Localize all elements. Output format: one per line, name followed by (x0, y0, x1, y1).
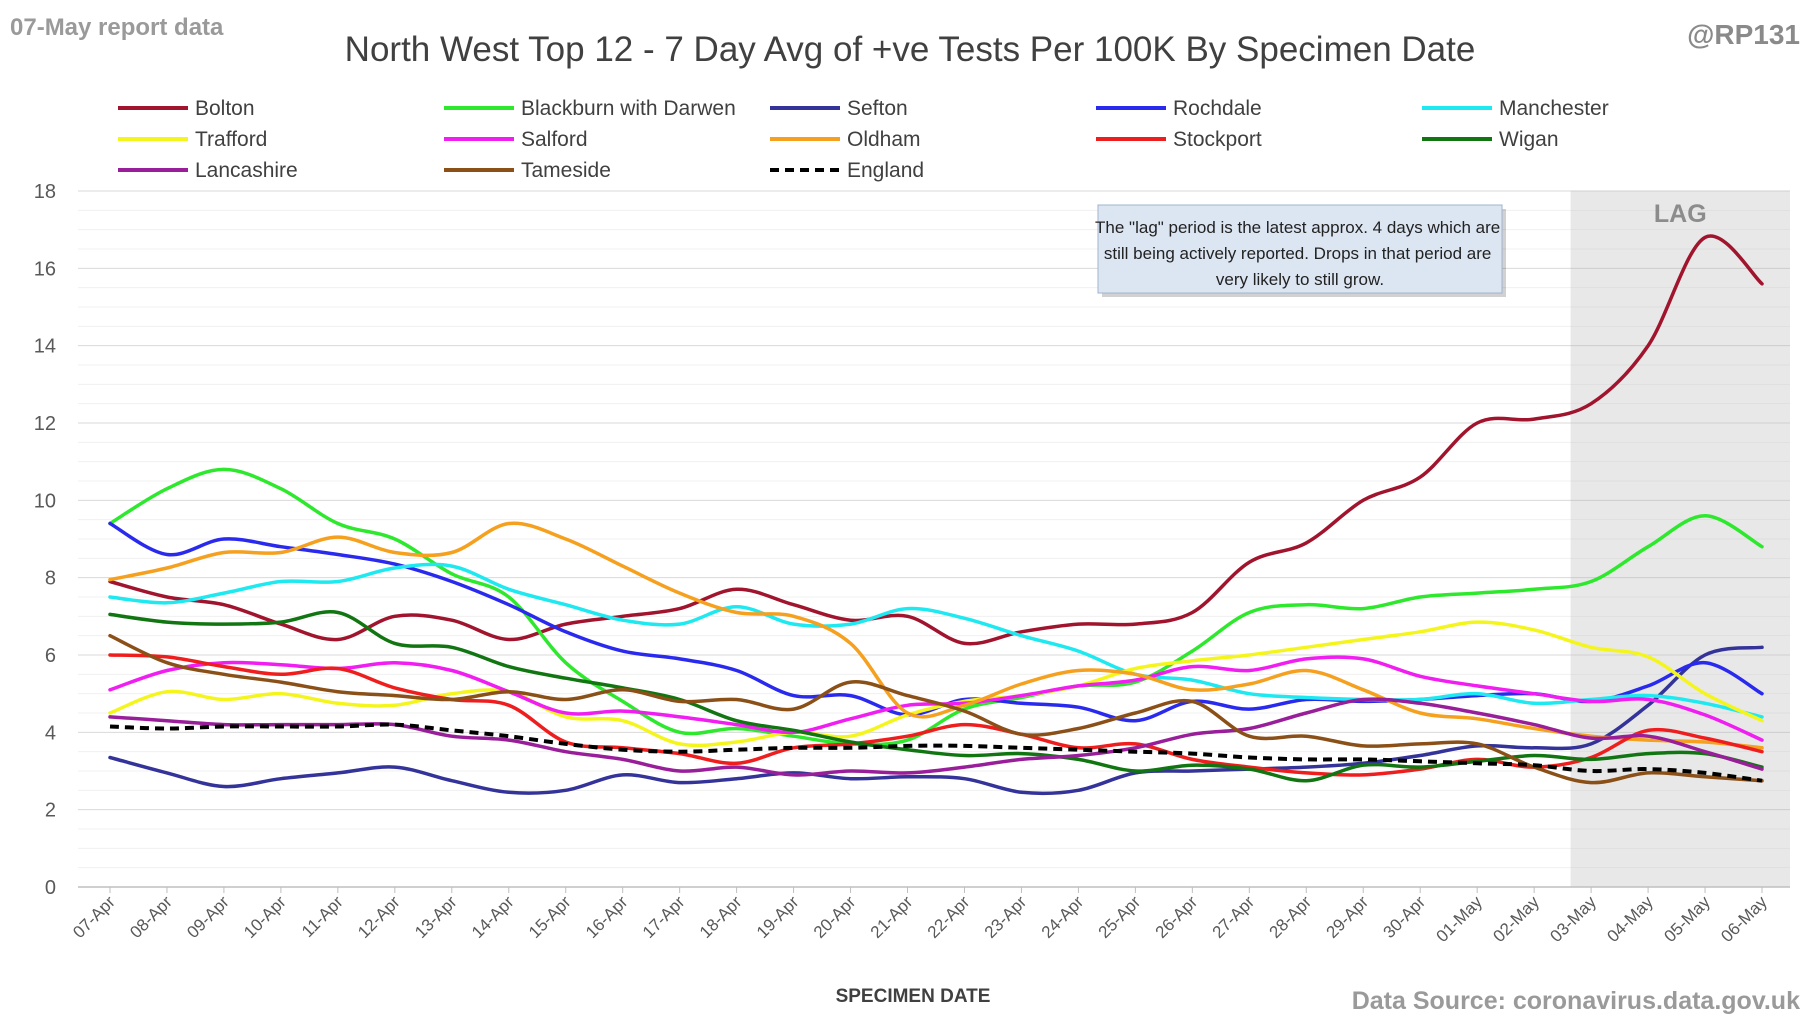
x-axis-title: SPECIMEN DATE (836, 986, 991, 1007)
legend-label-manchester: Manchester (1499, 97, 1609, 120)
legend-label-stockport: Stockport (1173, 128, 1262, 151)
y-tick-label: 18 (34, 181, 56, 203)
lag-note-box (1097, 204, 1503, 294)
y-tick-label: 12 (34, 413, 56, 435)
chart-title: North West Top 12 - 7 Day Avg of +ve Tes… (345, 30, 1476, 69)
y-tick-label: 4 (45, 722, 56, 744)
report-tag: 07-May report data (10, 14, 224, 41)
series-line-trafford (108, 620, 1764, 748)
lag-note-line: very likely to still grow. (1216, 270, 1384, 289)
legend-label-trafford: Trafford (195, 128, 267, 151)
series-line-sefton (108, 645, 1764, 796)
legend-label-lancashire: Lancashire (195, 159, 298, 182)
lag-label: LAG (1654, 200, 1707, 228)
legend-label-sefton: Sefton (847, 97, 908, 120)
y-tick-label: 2 (45, 800, 56, 822)
lag-note-text: The "lag" period is the latest approx. 4… (1095, 218, 1505, 289)
series-line-oldham (108, 521, 1764, 750)
series-line-wigan (108, 610, 1764, 783)
y-axis: 0 2 4 6 8 10 12 14 16 18 (34, 181, 56, 899)
legend-label-wigan: Wigan (1499, 128, 1559, 151)
y-tick-label: 0 (45, 877, 56, 899)
legend-label-blackburn-with-darwen: Blackburn with Darwen (521, 97, 736, 120)
y-tick-label: 14 (34, 336, 56, 358)
series-line-england (109, 722, 1763, 783)
lag-note: The "lag" period is the latest approx. 4… (1095, 204, 1506, 297)
lag-note-line: The "lag" period is the latest approx. 4… (1095, 218, 1500, 237)
series-line-manchester (108, 562, 1764, 719)
data-source: Data Source: coronavirus.data.gov.uk (1352, 987, 1800, 1015)
series-line-tameside (108, 633, 1764, 785)
y-tick-label: 16 (34, 258, 56, 280)
legend-label-england: England (847, 159, 924, 182)
y-tick-label: 10 (34, 490, 56, 512)
legend-label-tameside: Tameside (521, 159, 611, 182)
lag-gridlines (1570, 190, 1790, 869)
legend-label-oldham: Oldham (847, 128, 921, 151)
y-tick-label: 8 (45, 568, 56, 590)
lag-note-line: still being actively reported. Drops in … (1104, 244, 1491, 263)
series-lines (108, 234, 1764, 796)
author-handle: @RP131 (1687, 19, 1800, 50)
legend-label-rochdale: Rochdale (1173, 97, 1262, 120)
series-line-bolton (108, 234, 1764, 646)
legend-label-bolton: Bolton (195, 97, 255, 120)
gridlines (78, 190, 1790, 869)
legend-label-salford: Salford (521, 128, 588, 151)
y-tick-label: 6 (45, 645, 56, 667)
legend: Bolton Blackburn with Darwen Sefton Rochdal… (118, 97, 1609, 182)
series-line-lancashire (108, 697, 1764, 777)
